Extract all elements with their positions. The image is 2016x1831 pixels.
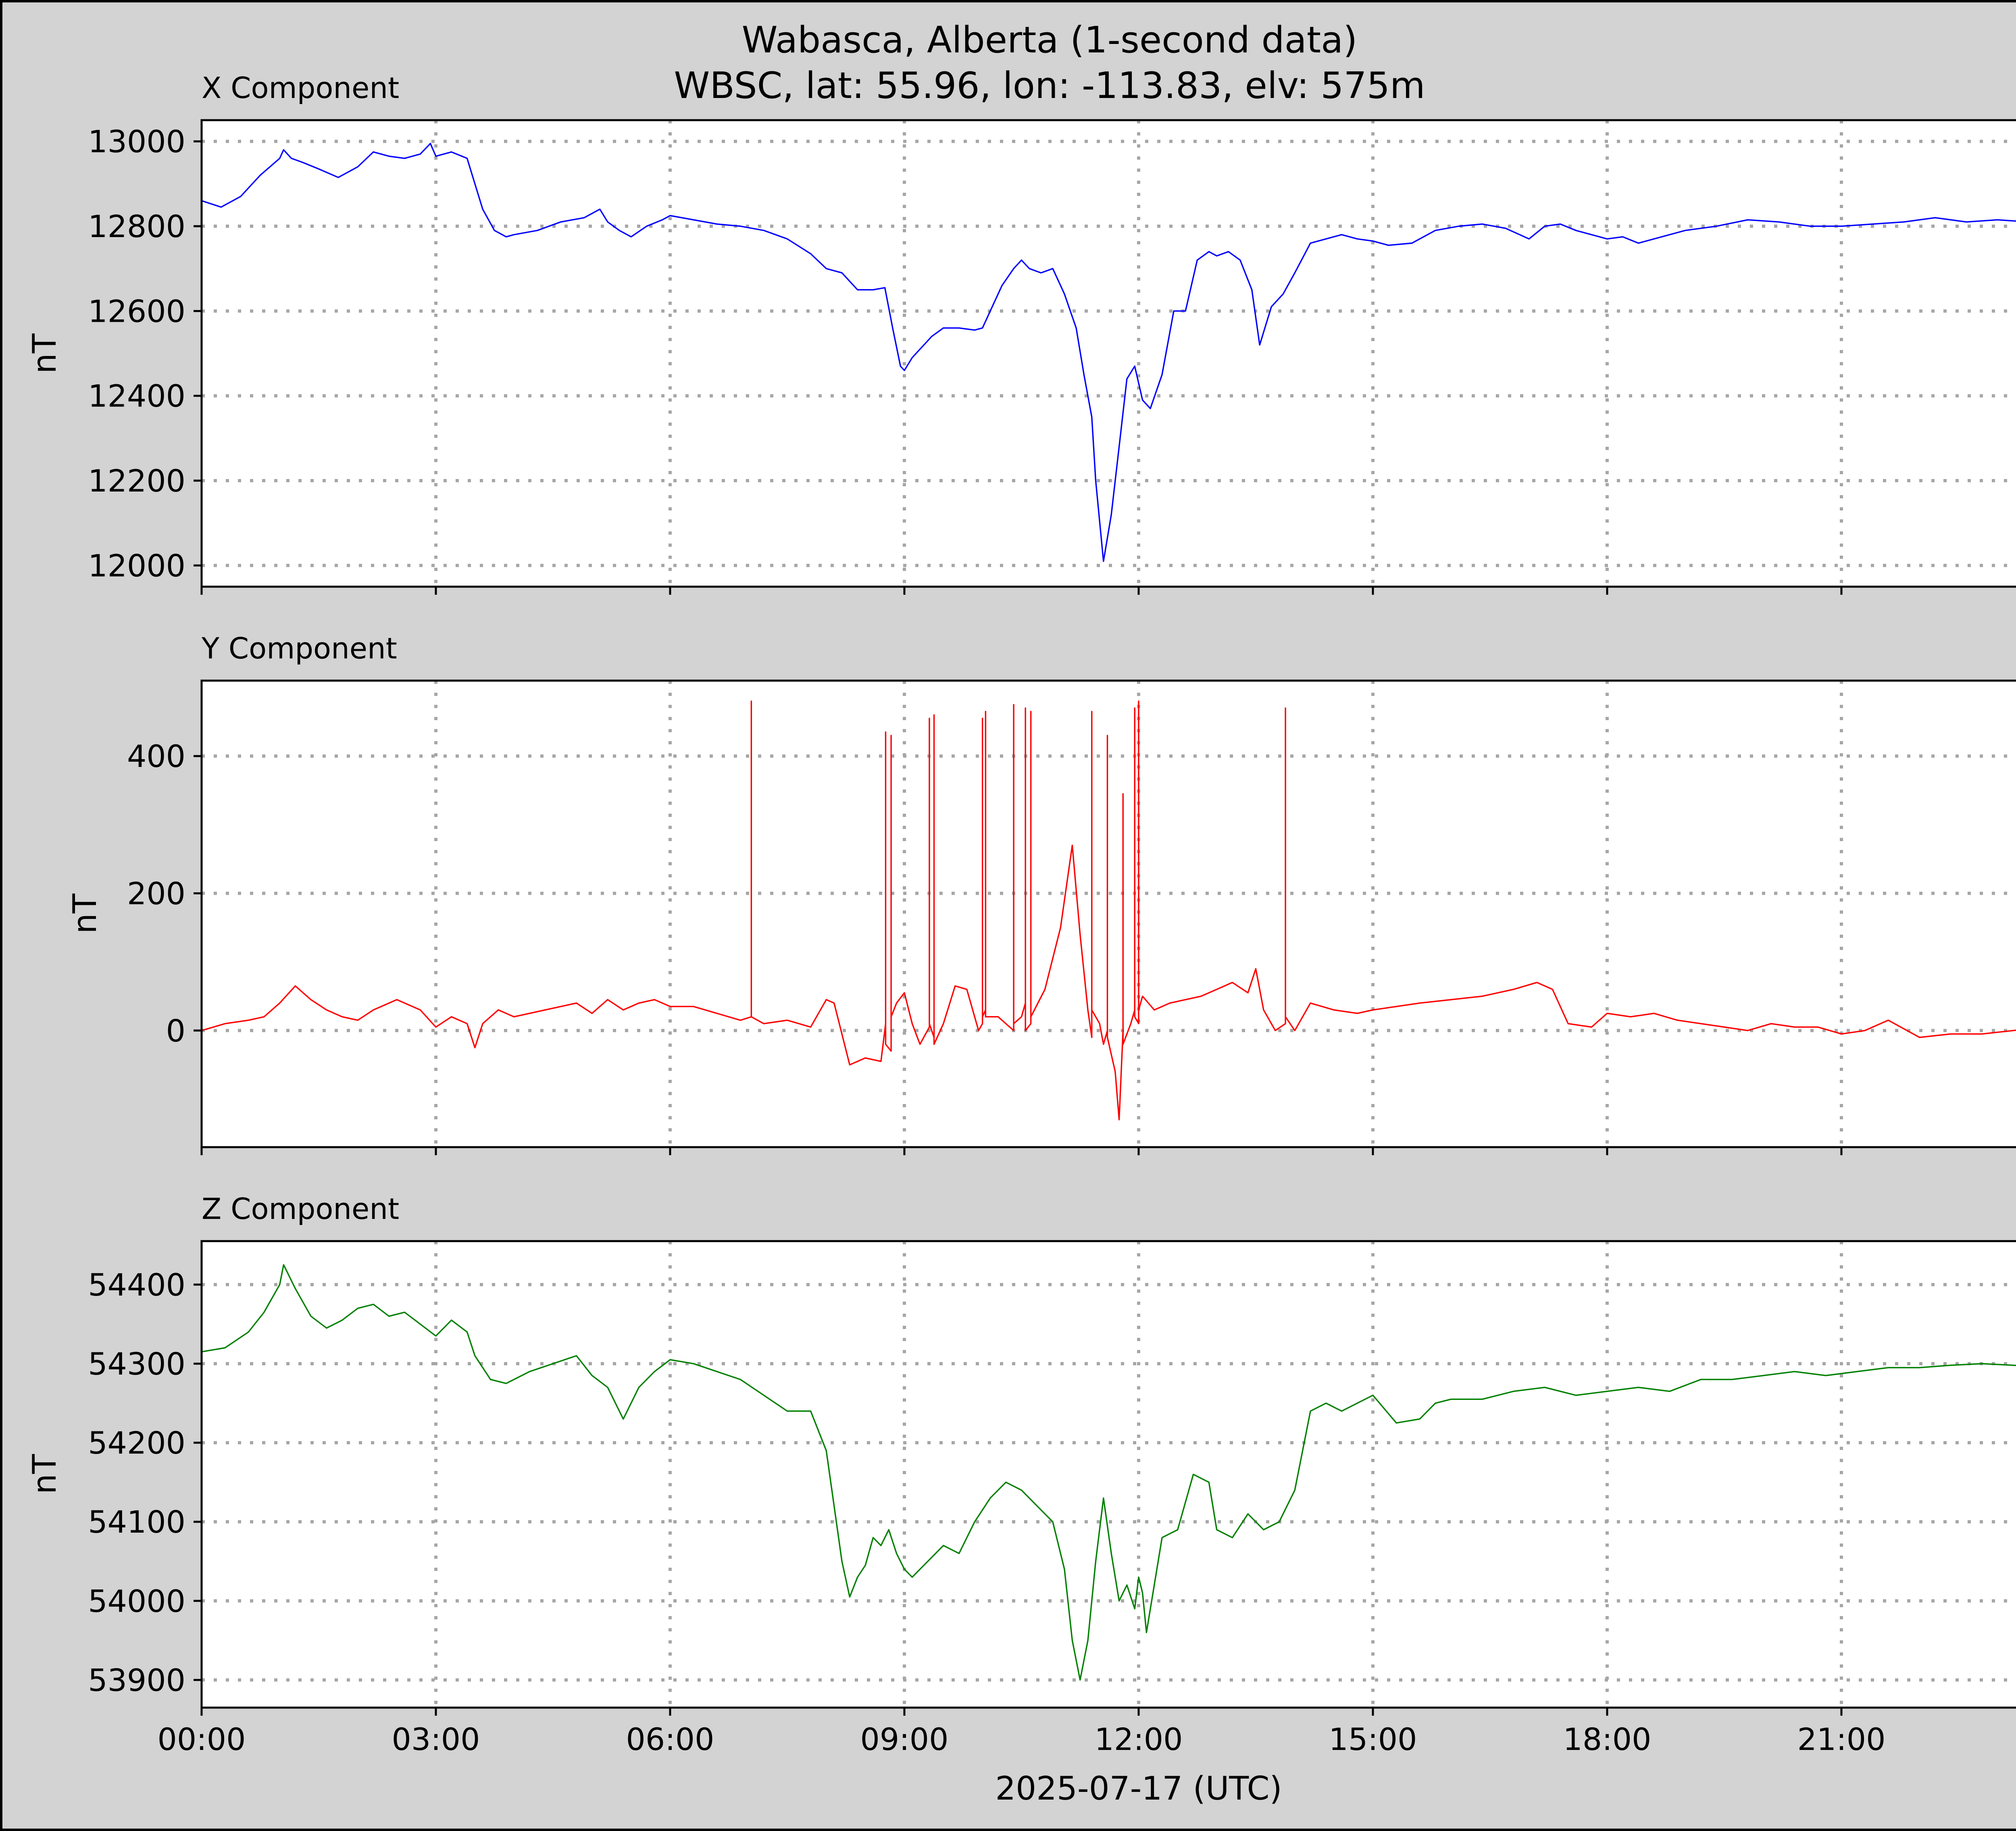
panel-z-component: Z Component nT 53900 54000 54100 54200 54300… <box>26 1192 2016 1757</box>
x-tick-label: 21:00 <box>1797 1721 1885 1757</box>
axes-outline-z <box>200 1240 2016 1709</box>
yticks-y: 0 200 400 <box>127 738 202 1049</box>
xticks-x <box>200 587 1843 595</box>
y-tick-label: 54100 <box>88 1504 185 1540</box>
y-tick-label: 12200 <box>88 463 185 499</box>
grid-z <box>202 1241 2016 1708</box>
x-tick-label: 12:00 <box>1094 1721 1183 1757</box>
xticks-y <box>200 1147 1843 1155</box>
y-tick-label: 12600 <box>88 293 185 329</box>
xticks-z: 00:00 03:00 06:00 09:00 12:00 15:00 18:00 21:00 <box>157 1708 1886 1757</box>
y-tick-label: 54400 <box>88 1267 185 1303</box>
x-tick-label: 06:00 <box>626 1721 714 1757</box>
y-tick-label: 54200 <box>88 1425 185 1461</box>
axes-outline-y <box>200 679 2016 1148</box>
y-tick-label: 54000 <box>88 1583 185 1619</box>
panel-x-component: X Component nT 12000 12200 12400 12600 12800… <box>26 71 2016 595</box>
y-tick-label: 13000 <box>88 124 185 160</box>
chart-title-line1: Wabasca, Alberta (1-second data) <box>742 19 1358 61</box>
panel-title-y: Y Component <box>201 631 397 665</box>
x-tick-label: 00:00 <box>157 1721 246 1757</box>
y-axis-label-z: nT <box>26 1454 63 1494</box>
x-tick-label: 18:00 <box>1563 1721 1651 1757</box>
series-line-y <box>201 700 2016 1121</box>
y-tick-label: 400 <box>127 738 185 774</box>
panel-title-z: Z Component <box>202 1192 399 1226</box>
x-tick-label: 09:00 <box>860 1721 948 1757</box>
grid-y <box>202 681 2016 1147</box>
y-tick-label: 12800 <box>88 208 185 244</box>
y-tick-label: 12000 <box>88 548 185 583</box>
grid-x <box>202 120 2016 587</box>
panel-title-x: X Component <box>202 71 399 105</box>
y-tick-label: 54300 <box>88 1346 185 1382</box>
x-tick-label: 03:00 <box>392 1721 480 1757</box>
panel-y-component: Y Component nT 0 200 400 <box>66 631 2016 1155</box>
series-line-x <box>201 143 2016 562</box>
y-tick-label: 53900 <box>88 1662 185 1698</box>
yticks-z: 53900 54000 54100 54200 54300 54400 <box>88 1267 202 1698</box>
axes-frame-x <box>200 119 2016 588</box>
y-tick-label: 12400 <box>88 378 185 414</box>
x-axis-label: 2025-07-17 (UTC) <box>995 1770 1282 1807</box>
chart-title-line2: WBSC, lat: 55.96, lon: -113.83, elv: 575… <box>674 65 1425 107</box>
y-tick-label: 200 <box>127 875 185 911</box>
axes-frame-z <box>200 1240 2016 1709</box>
y-tick-label: 0 <box>166 1013 185 1049</box>
x-tick-label: 15:00 <box>1329 1721 1417 1757</box>
series-line-z <box>201 1264 2016 1681</box>
y-axis-label-x: nT <box>26 333 63 374</box>
axes-frame-y <box>200 679 2016 1148</box>
axes-outline-x <box>200 119 2016 588</box>
yticks-x: 12000 12200 12400 12600 12800 13000 <box>88 124 202 583</box>
y-axis-label-y: nT <box>66 893 104 934</box>
